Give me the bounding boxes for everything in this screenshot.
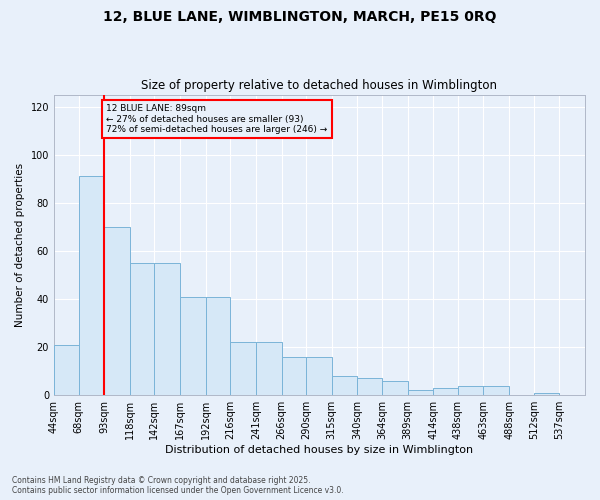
Bar (407, 390, 433, 395)
Text: 12 BLUE LANE: 89sqm
← 27% of detached houses are smaller (93)
72% of semi-detach: 12 BLUE LANE: 89sqm ← 27% of detached ho… (106, 104, 328, 134)
Bar (206, 296, 230, 395)
Bar (382, 381, 407, 395)
Bar (433, 388, 458, 395)
Bar (256, 342, 281, 395)
Bar (358, 378, 382, 395)
Bar (484, 386, 509, 395)
Bar (180, 296, 206, 395)
Bar (230, 342, 256, 395)
X-axis label: Distribution of detached houses by size in Wimblington: Distribution of detached houses by size … (166, 445, 473, 455)
Bar (306, 356, 332, 395)
Text: Contains HM Land Registry data © Crown copyright and database right 2025.
Contai: Contains HM Land Registry data © Crown c… (12, 476, 344, 495)
Bar (104, 227, 130, 395)
Bar (332, 376, 358, 395)
Bar (281, 356, 306, 395)
Bar (534, 393, 559, 395)
Title: Size of property relative to detached houses in Wimblington: Size of property relative to detached ho… (142, 79, 497, 92)
Y-axis label: Number of detached properties: Number of detached properties (15, 163, 25, 327)
Text: 12, BLUE LANE, WIMBLINGTON, MARCH, PE15 0RQ: 12, BLUE LANE, WIMBLINGTON, MARCH, PE15 … (103, 10, 497, 24)
Bar (130, 263, 154, 395)
Bar (54, 344, 79, 395)
Bar (79, 176, 104, 395)
Bar (154, 263, 180, 395)
Bar (458, 386, 484, 395)
